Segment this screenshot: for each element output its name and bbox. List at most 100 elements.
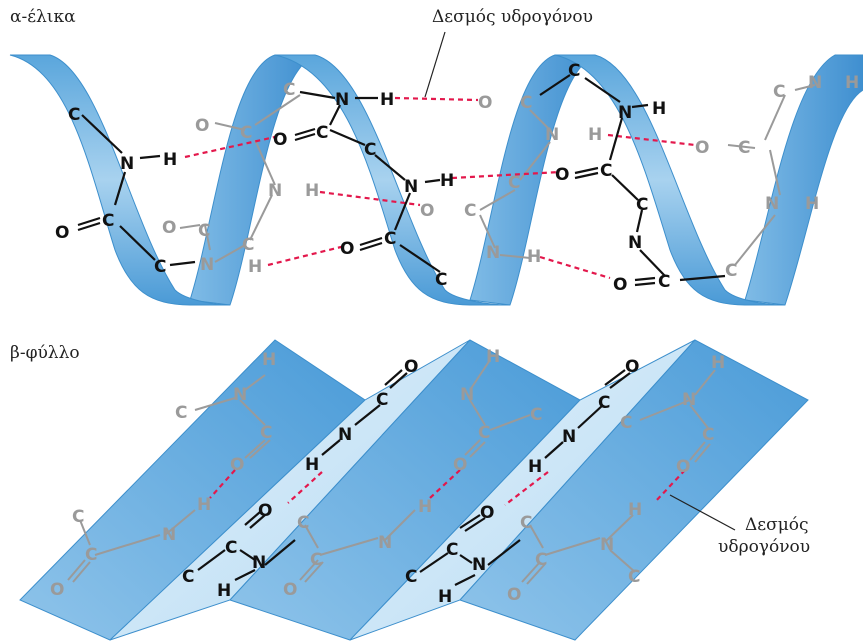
atom: C [68,105,80,125]
atom: C [242,235,254,255]
atom: N [335,90,349,110]
atom: C [535,550,547,570]
atom: H [418,497,432,517]
atom: O [195,116,209,136]
atom: H [197,495,211,515]
atom: C [520,513,532,533]
sheet-backbone-back [67,359,716,585]
atom: C [240,123,252,143]
atom: N [486,243,500,263]
atom: H [628,500,642,520]
atom: O [50,580,64,600]
beta-sheet: H N C C O H N C C O H N C C O H N C C O … [19,339,809,641]
sheet-hydrogen-bonds [209,469,686,506]
atom: O [340,239,354,259]
atom: C [405,567,417,587]
beta-sheet-title: β-φύλλο [10,343,80,363]
atom: O [478,93,492,113]
atom: O [162,218,176,238]
atom: C [316,123,328,143]
atom: C [310,550,322,570]
hbond-leader-beta [669,494,736,531]
alpha-helix: C N H C O C N H C O C N H C O C C N H C … [9,54,863,306]
atom: N [404,177,418,197]
hbond-label-alpha: Δεσμός υδρογόνου [432,7,593,27]
atom: C [702,425,714,445]
atom: C [508,173,520,193]
hbond-label-beta-line2: υδρογόνου [718,537,810,557]
atom: N [600,535,614,555]
atom: H [652,99,666,119]
atom: O [453,455,467,475]
atom: C [530,405,542,425]
atom: N [545,125,559,145]
helix-backbone-front [77,74,726,287]
sheet-panels [19,339,809,641]
atom: C [376,390,388,410]
atom: N [628,233,642,253]
atom: O [230,455,244,475]
atom: N [562,427,576,447]
atom: N [618,103,632,123]
atom: N [268,181,282,201]
atom: H [527,247,541,267]
atom: N [200,255,214,275]
atom: H [805,194,819,214]
atom: H [217,581,231,601]
atom: C [446,540,458,560]
atom: C [520,93,532,113]
atom: H [380,90,394,110]
atom: C [658,272,670,292]
atom: N [682,390,696,410]
atom: C [384,229,396,249]
atom: N [252,553,266,573]
atom: H [163,150,177,170]
atom: H [845,73,859,93]
atom: H [438,587,452,607]
atom: C [598,393,610,413]
atom: C [725,261,737,281]
atom: N [765,194,779,214]
atom: C [568,61,580,81]
atom: C [364,140,376,160]
atom: O [676,457,690,477]
atom: C [297,513,309,533]
atom: C [154,257,166,277]
hbond-label-beta-line1: Δεσμός [745,515,809,535]
atom: O [283,580,297,600]
atom: O [420,201,434,221]
atom: C [102,211,114,231]
sheet-backbone-front [197,369,631,586]
atom: H [305,455,319,475]
atom: O [507,585,521,605]
atom: H [588,125,602,145]
helix-atoms-back: C O C N H C O C N H O C N H C O C N H C … [162,73,859,281]
sheet-atoms-back: H N C C O H N C C O H N C C O H N C C O … [50,347,725,605]
atom: H [262,350,276,370]
atom: H [486,347,500,367]
atom: C [464,201,476,221]
atom: C [225,538,237,558]
atom: H [248,257,262,277]
atom: N [808,73,822,93]
atom: N [472,555,486,575]
atom: C [283,80,295,100]
atom: C [478,423,490,443]
alpha-helix-title: α-έλικα [10,7,76,27]
atom: O [258,501,272,521]
atom: C [600,161,612,181]
hbond-leader-alpha [424,31,446,98]
sheet-atoms-front: O C N H O C N H O C N C H O C N C H [182,357,639,607]
atom: C [175,403,187,423]
atom: C [182,567,194,587]
atom: O [480,503,494,523]
atom: C [636,195,648,215]
atom: C [628,567,640,587]
atom: O [55,223,69,243]
atom: O [555,165,569,185]
atom: N [162,525,176,545]
helix-ribbon-front [9,54,786,306]
atom: N [460,385,474,405]
atom: C [72,507,84,527]
